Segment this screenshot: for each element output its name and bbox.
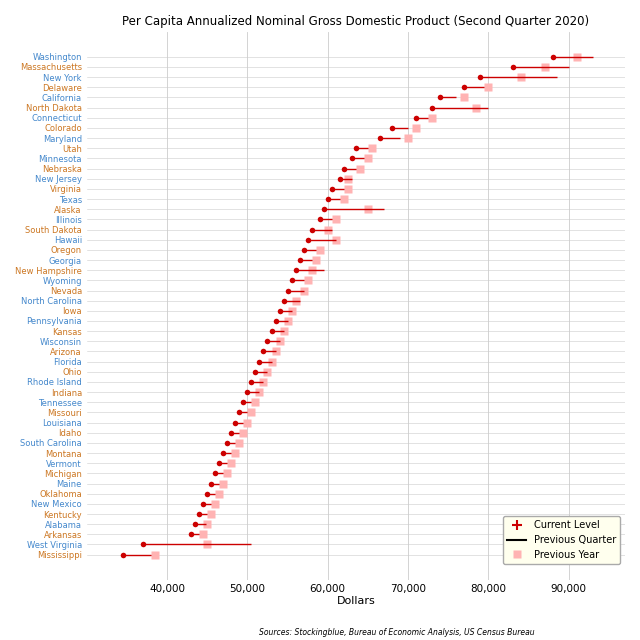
Text: Sources: Stockingblue, Bureau of Economic Analysis, US Census Bureau: Sources: Stockingblue, Bureau of Economi… — [259, 628, 534, 637]
Legend: Current Level, Previous Quarter, Previous Year: Current Level, Previous Quarter, Previou… — [503, 516, 620, 564]
Title: Per Capita Annualized Nominal Gross Domestic Product (Second Quarter 2020): Per Capita Annualized Nominal Gross Dome… — [122, 15, 589, 28]
X-axis label: Dollars: Dollars — [337, 596, 375, 606]
